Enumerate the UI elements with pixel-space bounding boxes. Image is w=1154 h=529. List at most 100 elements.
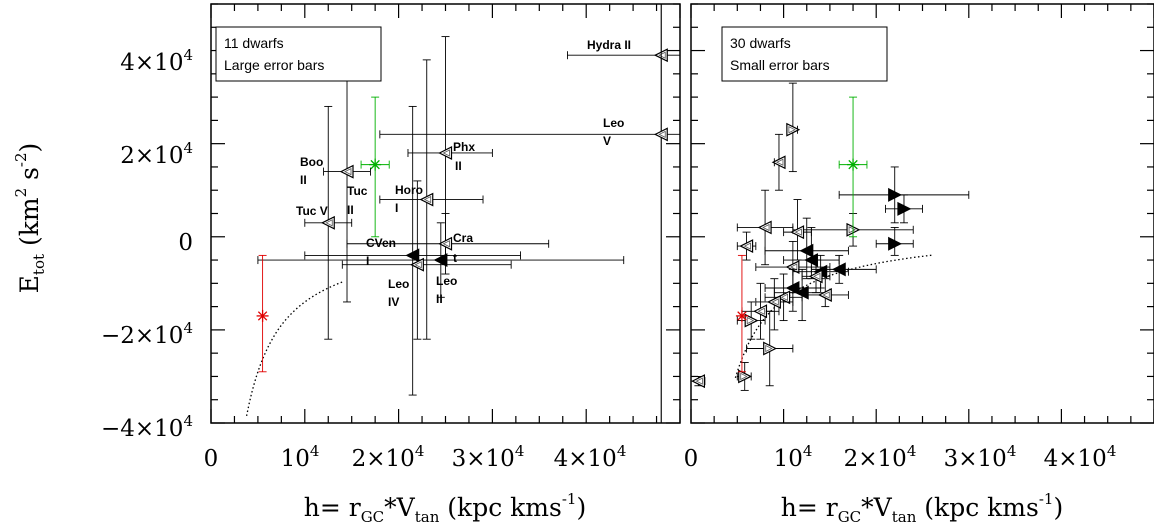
x-tick-label-right-0: 0	[684, 446, 699, 472]
star-marker	[257, 311, 268, 321]
triangle-marker	[766, 294, 781, 309]
data-point	[736, 362, 753, 391]
label-boo-1: Boo	[300, 155, 323, 169]
data-point	[379, 59, 484, 340]
label-leo-ii-2: II	[436, 292, 443, 306]
triangle-marker-inner	[344, 167, 352, 176]
data-point	[407, 36, 493, 256]
data-point	[304, 105, 521, 396]
data-point	[257, 222, 625, 298]
star-marker	[370, 159, 380, 170]
y-tick-label-0: 0	[178, 230, 193, 256]
data-points	[256, 3, 970, 424]
triangle-marker	[739, 239, 754, 254]
label-leo-iv-2: IV	[388, 295, 399, 309]
label-leo-v-1: Leo	[603, 116, 624, 130]
x-tick-label-left-3: 3×104	[452, 442, 525, 472]
triangle-marker-inner	[757, 307, 765, 315]
triangle-marker-inner	[788, 126, 796, 134]
y-tick-label-20000: 2×104	[120, 139, 193, 169]
data-point	[771, 133, 786, 191]
data-point	[838, 96, 868, 238]
triangle-marker	[438, 146, 453, 160]
triangle-marker	[691, 374, 706, 389]
label-leo-ii-1: Leo	[436, 274, 457, 288]
label-horo-1: Horo	[395, 183, 423, 197]
triangle-marker-inner	[789, 263, 798, 271]
triangle-marker-inner	[822, 291, 830, 299]
triangle-marker-inner	[325, 219, 333, 227]
y-tick-label-neg40000: −4×104	[101, 412, 193, 442]
triangle-marker-inner	[794, 228, 802, 236]
data-point	[323, 50, 371, 303]
triangle-marker-inner	[414, 261, 422, 269]
triangle-marker-inner	[695, 377, 703, 385]
triangle-marker	[888, 236, 903, 251]
triangle-marker	[808, 269, 823, 284]
label-phx-2: II	[455, 159, 462, 173]
label-leo-iv-1: Leo	[388, 277, 409, 291]
data-point	[783, 227, 840, 280]
triangle-marker-inner	[813, 272, 821, 280]
data-point	[736, 231, 757, 261]
triangle-marker	[419, 192, 434, 207]
triangle-marker	[653, 127, 668, 142]
x-tick-label-left-0: 0	[204, 446, 219, 472]
y-axis-label: Etot (km2 s-2)	[12, 143, 48, 294]
data-point	[764, 273, 803, 322]
y-tick-labels: 4×104 2×104 0 −2×104 −4×104	[101, 46, 193, 442]
data-point	[764, 217, 849, 280]
x-axis-label-left: h= rGC*Vtan (kpc kms-1)	[304, 490, 587, 526]
triangle-marker-inner	[780, 293, 788, 301]
x-tick-label-left-1: 104	[281, 442, 320, 472]
data-point	[566, 3, 681, 424]
triangle-marker	[888, 187, 903, 202]
x-tick-label-right-1: 104	[774, 442, 813, 472]
label-hydra-ii: Hydra II	[587, 38, 631, 52]
star-marker	[848, 159, 858, 170]
triangle-marker	[339, 164, 354, 179]
triangle-marker-inner	[442, 240, 450, 248]
dotted-curve	[245, 281, 343, 417]
label-cra-2: t	[453, 251, 457, 265]
dotted-curves	[245, 254, 932, 417]
triangle-marker-inner	[746, 316, 755, 325]
right-legend-line-2: Small error bars	[730, 57, 830, 73]
x-axis-label-right: h= rGC*Vtan (kpc kms-1)	[781, 490, 1064, 526]
label-cven-1: CVen	[366, 236, 396, 250]
triangle-marker	[785, 281, 800, 295]
triangle-marker	[405, 248, 420, 263]
triangle-marker-inner	[740, 372, 748, 381]
triangle-marker-inner	[776, 158, 784, 166]
y-tick-label-neg20000: −2×104	[101, 319, 193, 349]
label-tuc-ii-1: Tuc	[347, 184, 368, 198]
left-legend-line-1: 11 dwarfs	[224, 35, 284, 51]
triangle-marker	[744, 313, 759, 328]
triangle-marker-inner	[848, 226, 856, 234]
triangle-marker-inner	[771, 298, 779, 306]
triangle-marker	[757, 220, 772, 235]
triangle-marker-inner	[442, 149, 450, 157]
label-boo-2: II	[300, 173, 307, 187]
x-tick-labels-left: 0 104 2×104 3×104 4×104	[204, 442, 627, 472]
data-point	[755, 278, 794, 331]
triangle-marker-inner	[765, 344, 773, 353]
triangle-marker	[817, 288, 832, 302]
left-legend-box: 11 dwarfs Large error bars	[215, 26, 382, 82]
triangle-marker	[738, 369, 753, 384]
data-point	[885, 194, 923, 224]
label-tuc-ii-2: II	[347, 203, 354, 217]
label-cra-1: Cra	[453, 231, 473, 245]
triangle-marker-inner	[658, 51, 666, 59]
data-point	[256, 254, 269, 373]
triangle-marker	[763, 341, 778, 356]
data-point	[736, 301, 766, 340]
triangle-marker	[410, 257, 424, 272]
data-point	[746, 310, 794, 387]
left-legend-line-2: Large error bars	[224, 57, 324, 73]
right-legend-line-1: 30 dwarfs	[730, 35, 791, 51]
label-tuc-v: Tuc V	[296, 204, 328, 218]
triangle-marker-inner	[743, 242, 751, 250]
triangle-marker	[786, 122, 801, 137]
